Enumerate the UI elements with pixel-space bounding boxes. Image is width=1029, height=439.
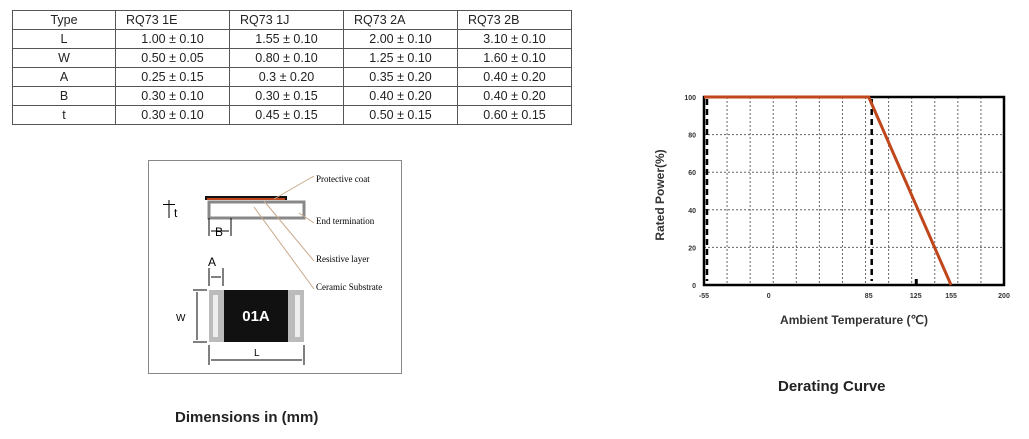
- table-cell: A: [12, 67, 116, 87]
- tick-mark-125: [914, 279, 918, 285]
- table-row: A 0.25 ± 0.15 0.3 ± 0.20 0.35 ± 0.20 0.40 ± …: [12, 67, 572, 87]
- x-tick-label: 0: [767, 293, 771, 300]
- table-cell: 0.45 ± 0.15: [229, 105, 344, 125]
- table-cell: L: [12, 29, 116, 49]
- dim-l-label: L: [254, 348, 260, 359]
- dim-t-label: t: [174, 206, 178, 220]
- y-tick-label: 100: [684, 95, 696, 102]
- x-tick-label: -55: [699, 293, 709, 300]
- column-header: RQ73 2A: [343, 10, 458, 30]
- table-header-row: Type RQ73 1E RQ73 1J RQ73 2A RQ73 2B: [12, 10, 572, 30]
- table-row: W 0.50 ± 0.05 0.80 ± 0.10 1.25 ± 0.10 1.60 ±…: [12, 48, 572, 68]
- resistor-dimension-diagram: t B Protective coat End termination Resi…: [148, 160, 402, 374]
- y-tick-label: 20: [688, 245, 696, 252]
- table-row: t 0.30 ± 0.10 0.45 ± 0.15 0.50 ± 0.15 0.60 ±…: [12, 105, 572, 125]
- x-tick-label: 85: [865, 293, 873, 300]
- table-cell: 0.30 ± 0.10: [115, 86, 230, 106]
- table-cell: 0.60 ± 0.15: [457, 105, 572, 125]
- marking-code: 01A: [242, 308, 270, 325]
- table-cell: W: [12, 48, 116, 68]
- dimensions-caption: Dimensions in (mm): [175, 409, 319, 426]
- x-tick-label: 125: [910, 293, 922, 300]
- label-protective-coat: Protective coat: [316, 174, 370, 184]
- y-tick-label: 60: [688, 170, 696, 177]
- table-cell: 0.40 ± 0.20: [343, 86, 458, 106]
- column-header: Type: [12, 10, 116, 30]
- table-cell: 0.35 ± 0.20: [343, 67, 458, 87]
- table-cell: 0.30 ± 0.15: [229, 86, 344, 106]
- table-cell: 1.55 ± 0.10: [229, 29, 344, 49]
- table-cell: 0.50 ± 0.05: [115, 48, 230, 68]
- table-cell: 0.40 ± 0.20: [457, 86, 572, 106]
- x-tick-label: 155: [945, 293, 957, 300]
- x-axis-label: Ambient Temperature (℃): [780, 313, 928, 327]
- table-cell: t: [12, 105, 116, 125]
- table-cell: 3.10 ± 0.10: [457, 29, 572, 49]
- table-cell: B: [12, 86, 116, 106]
- x-tick-label: 200: [998, 293, 1010, 300]
- table-cell: 0.80 ± 0.10: [229, 48, 344, 68]
- column-header: RQ73 1E: [115, 10, 230, 30]
- y-axis-label: Rated Power(%): [653, 149, 667, 240]
- label-ceramic-substrate: Ceramic Substrate: [316, 282, 382, 292]
- dim-w-label: W: [176, 313, 186, 324]
- column-header: RQ73 2B: [457, 10, 572, 30]
- chart-title: Derating Curve: [778, 378, 886, 395]
- table-row: L 1.00 ± 0.10 1.55 ± 0.10 2.00 ± 0.10 3.10 ±…: [12, 29, 572, 49]
- table-cell: 1.00 ± 0.10: [115, 29, 230, 49]
- table-cell: 0.3 ± 0.20: [229, 67, 344, 87]
- derating-curve-line: [704, 95, 953, 286]
- dim-b-label: B: [215, 225, 223, 239]
- table-cell: 0.25 ± 0.15: [115, 67, 230, 87]
- column-header: RQ73 1J: [229, 10, 344, 30]
- label-end-termination: End termination: [316, 216, 375, 226]
- y-tick-label: 40: [688, 208, 696, 215]
- table-cell: 0.30 ± 0.10: [115, 105, 230, 125]
- dim-a-label: A: [208, 255, 216, 269]
- table-cell: 2.00 ± 0.10: [343, 29, 458, 49]
- table-cell: 1.25 ± 0.10: [343, 48, 458, 68]
- y-tick-label: 0: [692, 283, 696, 290]
- table-row: B 0.30 ± 0.10 0.30 ± 0.15 0.40 ± 0.20 0.40 ±…: [12, 86, 572, 106]
- table-cell: 1.60 ± 0.10: [457, 48, 572, 68]
- y-tick-label: 80: [688, 133, 696, 140]
- label-resistive-layer: Resistive layer: [316, 254, 369, 264]
- plot-frame: [702, 95, 1006, 287]
- table-cell: 0.50 ± 0.15: [343, 105, 458, 125]
- table-cell: 0.40 ± 0.20: [457, 67, 572, 87]
- dimensions-table: Type RQ73 1E RQ73 1J RQ73 2A RQ73 2B L 1.00 ± …: [12, 10, 572, 125]
